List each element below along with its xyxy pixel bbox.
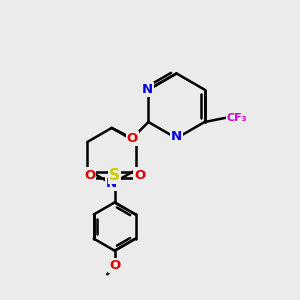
Text: O: O (127, 132, 138, 145)
Text: N: N (171, 130, 182, 143)
Text: N: N (141, 83, 152, 96)
Text: S: S (109, 167, 120, 182)
Text: CF₃: CF₃ (227, 112, 247, 123)
Text: O: O (134, 169, 145, 182)
Text: O: O (109, 259, 120, 272)
Text: N: N (106, 177, 117, 190)
Text: O: O (84, 169, 95, 182)
